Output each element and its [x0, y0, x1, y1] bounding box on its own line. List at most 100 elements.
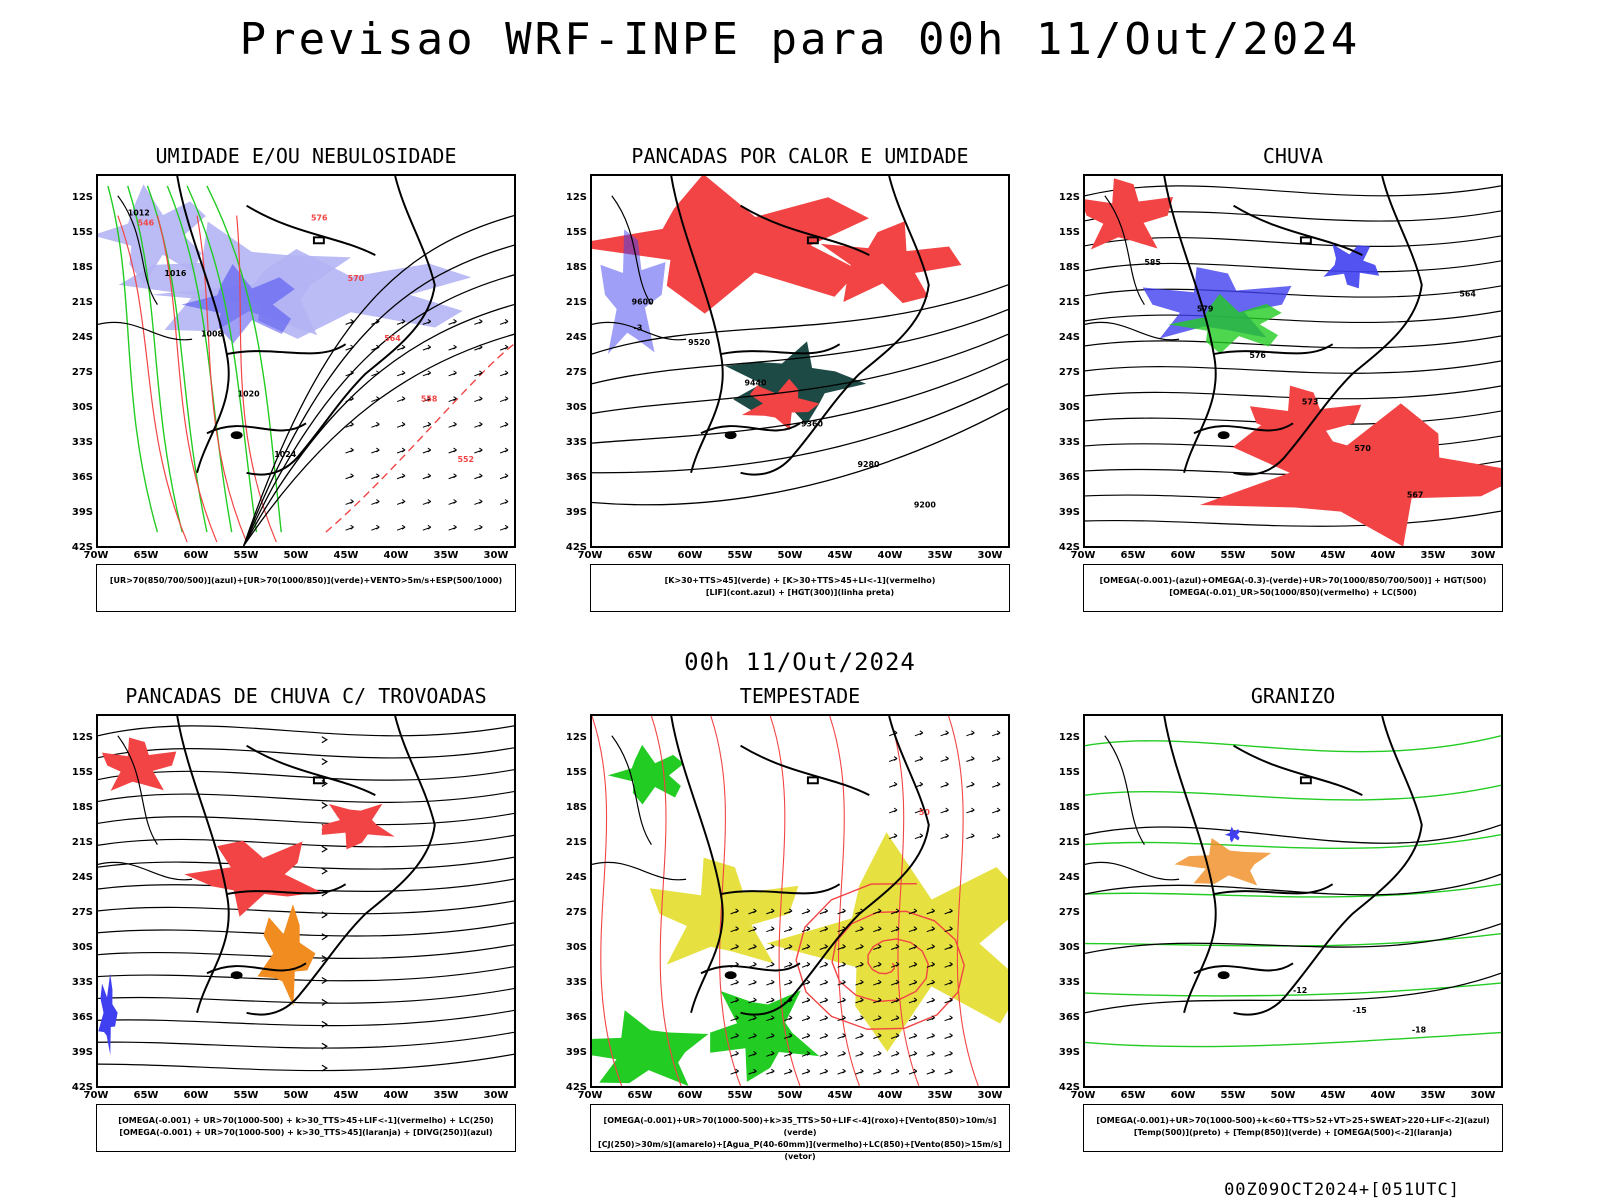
wind-vector [474, 473, 483, 480]
wind-vector [926, 1033, 935, 1039]
latitude-tick: 27S [1058, 907, 1080, 918]
latitude-tick: 15S [565, 767, 587, 778]
wind-vector [991, 807, 1001, 814]
latitude-tick: 21S [1058, 837, 1080, 848]
wind-vector [371, 499, 380, 505]
forecast-map: 1012 1016 1008 1020 1024 576 570 564 558 552 546 [96, 174, 516, 548]
panel-title: PANCADAS POR CALOR E UMIDADE [631, 144, 969, 168]
streamline-arrow [321, 998, 328, 1006]
wind-vector [888, 781, 898, 788]
streamline-arrow [321, 1064, 328, 1072]
state-border [700, 422, 801, 435]
wind-vector [926, 1015, 935, 1022]
longitude-tick: 35W [1420, 550, 1446, 561]
wind-vector [474, 370, 483, 377]
streamline [98, 856, 514, 870]
panel-title: CHUVA [1262, 144, 1324, 168]
thickness-contour [156, 215, 218, 543]
shaded-area [101, 737, 177, 791]
main-title: Previsao WRF-INPE para 00h 11/Out/2024 [239, 14, 1361, 65]
streamline-arrow [321, 1042, 328, 1050]
country-border [1104, 735, 1145, 845]
wind-vector [396, 499, 406, 505]
lagoon [1217, 431, 1230, 440]
wind-vector [944, 1015, 953, 1022]
wind-vector [448, 396, 457, 403]
wind-vector [991, 781, 1001, 788]
precipitable-water-contour [769, 716, 801, 1086]
wind-vector [801, 961, 811, 968]
wind-vector [855, 1050, 864, 1057]
longitude-tick: 50W [1270, 1090, 1296, 1101]
shaded-area [98, 973, 118, 1055]
wind-vector [855, 944, 864, 950]
contour-label: 579 [1197, 305, 1214, 314]
lagoon [230, 431, 243, 440]
longitude-tick: 65W [133, 1090, 159, 1101]
contour-label: -15 [1352, 1006, 1366, 1015]
coastline [740, 176, 930, 476]
contour-label: 564 [384, 334, 401, 343]
wind-vector [345, 344, 354, 351]
panel-legend: [OMEGA(-0.001)-(azul)+OMEGA(-0.3)-(verde… [1083, 564, 1503, 612]
latitude-tick: 42S [71, 1082, 93, 1093]
latitude-tick: 27S [1058, 367, 1080, 378]
wind-vector [837, 944, 846, 950]
wind-vector [873, 908, 882, 915]
precipitable-water-contour [650, 716, 682, 1086]
contour-label: -12 [1293, 986, 1307, 995]
humidity-contour [107, 185, 159, 533]
wind-vector [783, 979, 793, 986]
coastline [1233, 176, 1423, 476]
hgt300-contour [592, 333, 1008, 415]
country-border [1104, 195, 1145, 305]
lagoon [724, 971, 737, 980]
forecast-map [96, 714, 516, 1088]
wind-vector [855, 979, 864, 986]
wind-vector [371, 396, 380, 403]
wind-vector [499, 396, 509, 403]
longitude-tick: 65W [627, 550, 653, 561]
panel-legend: [OMEGA(-0.001)+UR>70(1000-500)+k>35_TTS>… [590, 1104, 1010, 1161]
coastline [740, 716, 930, 1016]
streamline [98, 834, 514, 848]
latitude-tick: 24S [1058, 872, 1080, 883]
wind-vector [944, 1033, 953, 1039]
contour-label: 9360 [801, 419, 824, 428]
streamline-arrow [321, 845, 328, 853]
thickness-contour [117, 215, 188, 543]
wind-vector [819, 908, 829, 915]
hgt300-contour [592, 407, 1008, 506]
wind-vector [888, 807, 898, 814]
wind-vector [499, 499, 509, 505]
wind-vector [926, 961, 935, 968]
streamline-arrow [321, 933, 328, 941]
panel-legend: [OMEGA(-0.001)+UR>70(1000-500)+k<60+TTS>… [1083, 1104, 1503, 1152]
contour-line [243, 274, 514, 546]
hgt300-contour [592, 308, 1008, 385]
map-canvas: 50 [592, 716, 1008, 1086]
precipitable-water-contour [948, 716, 979, 1086]
wind-vector [396, 370, 406, 377]
wind-vector [396, 447, 406, 454]
wind-vector [991, 756, 1001, 762]
longitude-tick: 55W [727, 550, 753, 561]
wind-vector [890, 926, 900, 933]
wind-vector [396, 473, 406, 480]
longitude-tick: 65W [627, 1090, 653, 1101]
shaded-area [184, 840, 321, 917]
map-canvas: 9600 9520 9440 9360 9280 9200 -3 [592, 176, 1008, 509]
latitude-tick: 24S [71, 332, 93, 343]
lagoon [724, 431, 737, 440]
wind-vector [499, 370, 509, 377]
wind-vector [730, 926, 739, 933]
wind-vector [801, 1033, 811, 1039]
contour-label: 9520 [688, 338, 711, 347]
wind-vector [888, 756, 898, 762]
shaded-area [607, 744, 684, 805]
contour-label: -18 [1412, 1026, 1427, 1035]
latitude-tick: 39S [1058, 507, 1080, 518]
longitude-tick: 70W [83, 1090, 109, 1101]
streamline [1085, 310, 1501, 324]
longitude-tick: 65W [1120, 1090, 1146, 1101]
